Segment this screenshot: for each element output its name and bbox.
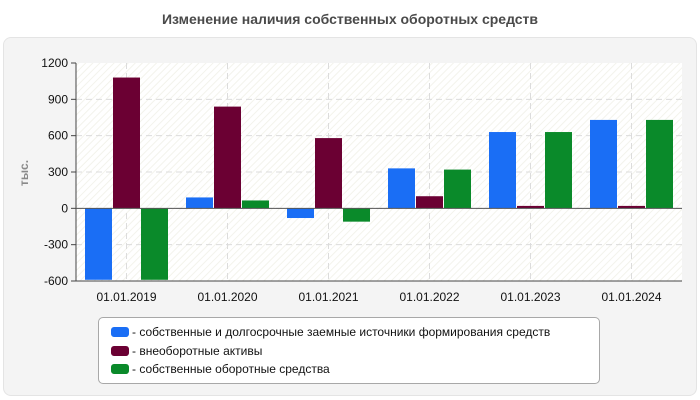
x-tick-label: 01.01.2022: [399, 290, 459, 304]
y-tick-label: 900: [48, 92, 68, 106]
bar-series-1-01.01.2020: [186, 197, 213, 209]
bar-series-2-01.01.2023: [517, 205, 544, 209]
bar-series-3-01.01.2019: [141, 208, 168, 280]
bar-series-2-01.01.2019: [113, 77, 140, 209]
y-tick-label: -300: [44, 238, 68, 252]
bar-series-3-01.01.2021: [343, 208, 370, 222]
bar-series-3-01.01.2024: [646, 119, 673, 209]
legend-item-sources: - собственные и долгосрочные заемные ист…: [111, 323, 550, 341]
bar-series-1-01.01.2023: [489, 132, 516, 209]
bar-series-1-01.01.2022: [388, 168, 415, 209]
y-tick-label: 300: [48, 165, 68, 179]
x-tick-label: 01.01.2020: [197, 290, 257, 304]
y-axis-label: тыс.: [17, 160, 31, 186]
bar-series-1-01.01.2019: [85, 208, 112, 280]
legend-item-working-capital: - собственные оборотные средства: [111, 360, 330, 378]
x-tick-label: 01.01.2021: [298, 290, 358, 304]
y-tick-label: 600: [48, 129, 68, 143]
legend: - собственные и долгосрочные заемные ист…: [98, 317, 600, 384]
bar-series-2-01.01.2020: [214, 106, 241, 209]
bar-series-2-01.01.2021: [315, 138, 342, 209]
legend-item-noncurrent-assets: - внеоборотные активы: [111, 342, 262, 360]
chart-plot: -600 -300 0 300 600 900 1200 01.01.2019 01.01.20…: [17, 56, 682, 304]
y-tick-label: -600: [44, 274, 68, 288]
legend-label-noncurrent-assets: - внеоборотные активы: [132, 344, 263, 358]
x-tick-label: 01.01.2019: [96, 290, 156, 304]
legend-swatch-sources: [111, 327, 129, 337]
legend-label-working-capital: - собственные оборотные средства: [132, 362, 330, 376]
y-tick-label: 0: [61, 201, 68, 215]
y-tick-label: 1200: [41, 56, 68, 70]
bar-series-2-01.01.2022: [416, 196, 443, 209]
x-tick-label: 01.01.2023: [500, 290, 560, 304]
chart-title: Изменение наличия собственных оборотных …: [161, 11, 539, 27]
x-tick-label: 01.01.2024: [601, 290, 661, 304]
bar-series-2-01.01.2024: [618, 205, 645, 209]
legend-label-sources: - собственные и долгосрочные заемные ист…: [132, 325, 551, 339]
bar-series-1-01.01.2021: [287, 208, 314, 219]
legend-swatch-noncurrent-assets: [111, 346, 129, 356]
bar-series-3-01.01.2022: [444, 169, 471, 209]
bar-series-3-01.01.2023: [545, 132, 572, 209]
bar-series-1-01.01.2024: [590, 119, 617, 209]
legend-swatch-working-capital: [111, 364, 129, 374]
bar-series-3-01.01.2020: [242, 200, 269, 209]
